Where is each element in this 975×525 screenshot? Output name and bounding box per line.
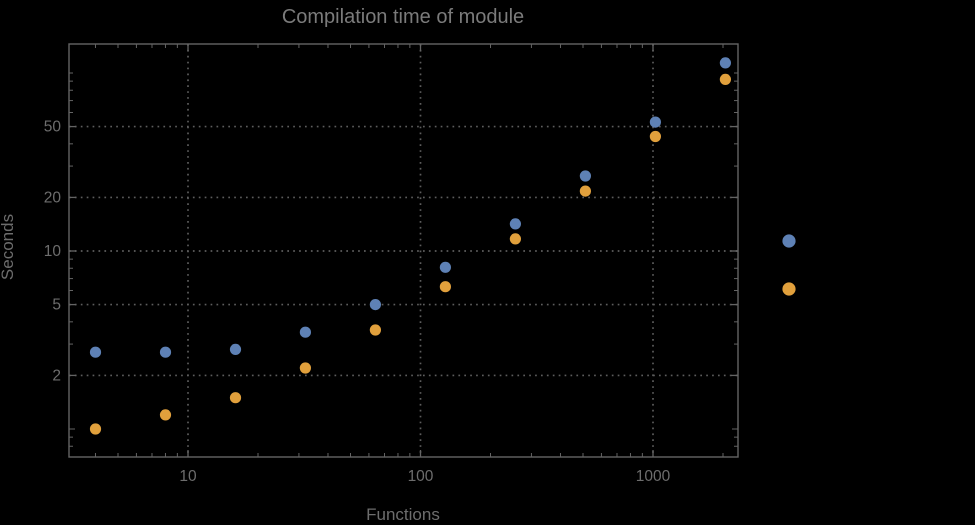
y-axis-label: Seconds [0, 214, 17, 280]
x-tick-label: 1000 [636, 468, 671, 485]
y-tick-label: 50 [44, 119, 62, 136]
ticks-layer [69, 44, 738, 457]
data-point-orange-series [369, 324, 381, 336]
legend-marker-1 [782, 234, 796, 248]
data-point-blue-series [439, 261, 451, 273]
data-point-orange-series [299, 362, 311, 374]
legend-marker-2 [782, 282, 796, 296]
data-point-orange-series [89, 423, 102, 435]
data-point-blue-series [299, 326, 311, 338]
data-point-orange-series [509, 233, 521, 245]
x-axis-label: Functions [366, 505, 440, 524]
data-point-orange-series [649, 130, 662, 143]
data-points-layer [89, 57, 732, 435]
y-tick-label: 20 [44, 189, 62, 206]
x-tick-label: 100 [408, 468, 434, 485]
data-point-orange-series [229, 392, 242, 404]
x-tick-label: 10 [179, 468, 197, 485]
data-point-orange-series [439, 281, 451, 293]
data-point-blue-series [509, 218, 521, 230]
y-tick-label: 5 [52, 297, 61, 314]
data-point-orange-series [159, 409, 172, 421]
data-point-blue-series [229, 343, 242, 355]
legend [782, 234, 796, 296]
data-point-orange-series [719, 73, 732, 85]
data-point-blue-series [579, 170, 592, 182]
data-point-orange-series [579, 185, 592, 197]
data-point-blue-series [89, 346, 102, 358]
data-point-blue-series [159, 346, 172, 358]
data-point-blue-series [649, 116, 662, 128]
data-point-blue-series [369, 299, 381, 311]
y-tick-label: 10 [44, 243, 62, 260]
gridlines-layer [69, 44, 738, 457]
data-point-blue-series [719, 57, 732, 69]
y-tick-label: 2 [52, 367, 61, 384]
chart-title: Compilation time of module [282, 6, 524, 28]
tick-labels-layer: 10 100 1000 2 5 10 20 50 [44, 119, 671, 485]
